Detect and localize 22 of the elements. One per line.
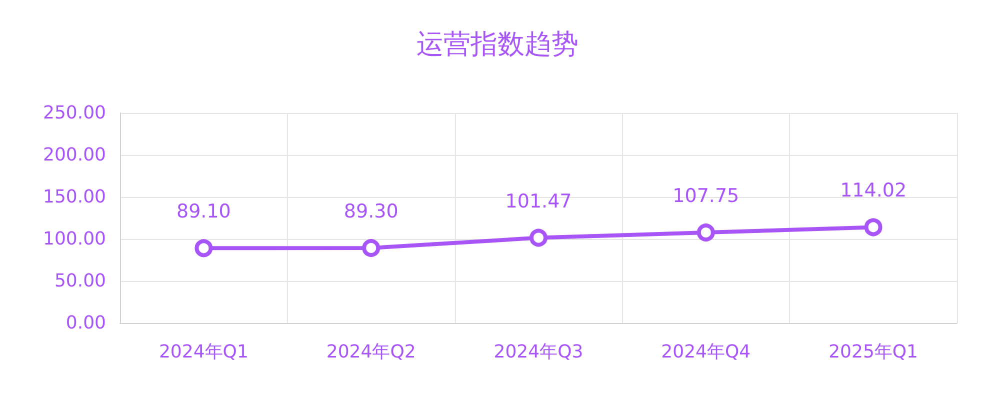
y-tick-label: 200.00 <box>43 144 106 166</box>
y-tick-label: 0.00 <box>66 312 106 334</box>
point <box>194 239 213 258</box>
point <box>530 228 548 247</box>
x-tick-label: 2025年Q1 <box>828 342 918 362</box>
x-tick-label: 2024年Q4 <box>661 342 751 362</box>
y-tick-label: 100.00 <box>43 228 106 250</box>
y-tick-label: 50.00 <box>54 270 106 292</box>
data-label: 107.75 <box>672 184 740 207</box>
point <box>362 238 380 257</box>
x-tick-label: 2024年Q1 <box>158 342 248 362</box>
data-label: 89.10 <box>176 200 231 223</box>
y-tick-label: 250.00 <box>43 102 106 124</box>
chart-title: 运营指数趋势 <box>416 29 578 60</box>
y-tick-label: 150.00 <box>43 186 106 208</box>
x-tick-label: 2024年Q3 <box>494 342 584 362</box>
data-label: 101.47 <box>505 190 572 212</box>
data-label: 89.30 <box>344 200 398 222</box>
point <box>696 223 715 242</box>
data-label: 114.02 <box>840 180 907 202</box>
point <box>864 218 882 236</box>
x-tick-label: 2024年Q2 <box>326 342 416 362</box>
